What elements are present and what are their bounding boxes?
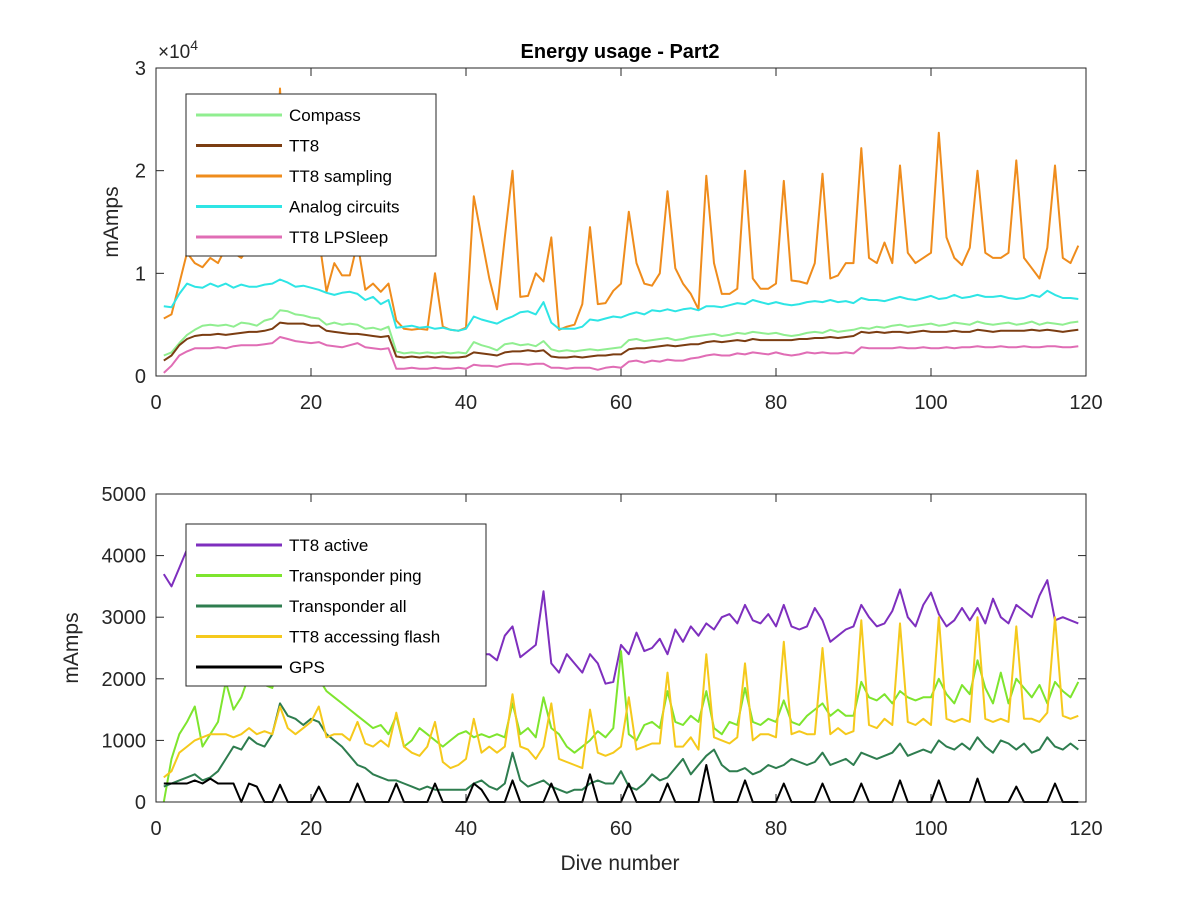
top-xtick-label: 100 <box>914 392 947 414</box>
bottom-chart-xlabel: Dive number <box>560 852 679 875</box>
legend-label-analog-circuits: Analog circuits <box>289 198 400 217</box>
exponent-base: ×10 <box>158 42 190 63</box>
top-ytick-label: 0 <box>135 366 146 388</box>
top-xtick-label: 120 <box>1069 392 1102 414</box>
legend-label-tt8-accessing-flash: TT8 accessing flash <box>289 628 440 647</box>
bottom-ytick-label: 3000 <box>102 607 147 629</box>
top-chart-ticks: 0 20 40 60 80 100 120 0 1 2 3 <box>135 58 1103 414</box>
series-line-tt8-accessing-flash <box>163 616 1079 779</box>
bottom-chart-axes-box <box>155 493 1087 803</box>
series-line-analog-circuits <box>163 278 1079 332</box>
legend-label-tt8-sampling: TT8 sampling <box>289 167 392 186</box>
series-line-tt8 <box>163 321 1079 362</box>
legend-label-tt8-active: TT8 active <box>289 536 368 555</box>
top-xtick-label: 80 <box>765 392 787 414</box>
legend-label-tt8-lpsleep: TT8 LPSleep <box>289 228 388 247</box>
bottom-chart-ylabel: mAmps <box>60 612 83 683</box>
bottom-xtick-label: 100 <box>914 818 947 840</box>
top-chart-legend: Compass TT8 TT8 sampling Analog circuits TT8… <box>185 93 437 257</box>
bottom-xtick-label: 60 <box>610 818 632 840</box>
bottom-ytick-label: 1000 <box>102 730 147 752</box>
bottom-ytick-label: 5000 <box>102 484 147 506</box>
bottom-xtick-label: 0 <box>150 818 161 840</box>
series-line-tt8-lpsleep <box>163 336 1079 374</box>
series-line-transponder-all <box>163 702 1079 794</box>
legend-label-transponder-all: Transponder all <box>289 597 407 616</box>
top-xtick-label: 40 <box>455 392 477 414</box>
bottom-xtick-label: 20 <box>300 818 322 840</box>
bottom-xtick-label: 80 <box>765 818 787 840</box>
top-xtick-label: 60 <box>610 392 632 414</box>
bottom-ytick-label: 0 <box>135 792 146 814</box>
legend-label-gps: GPS <box>289 658 325 677</box>
top-ytick-label: 1 <box>135 263 146 285</box>
legend-label-tt8: TT8 <box>289 137 319 156</box>
legend-label-transponder-ping: Transponder ping <box>289 567 422 586</box>
top-xtick-label: 20 <box>300 392 322 414</box>
top-ytick-label: 2 <box>135 161 146 183</box>
exponent-power: 4 <box>190 37 198 53</box>
bottom-chart-ticks: 0 20 40 60 80 100 120 0 1000 2000 3000 4000 5000 <box>102 484 1103 840</box>
top-chart: Energy usage - Part2 ×104 mAmps 0 20 40 60 8… <box>100 37 1103 414</box>
top-xtick-label: 0 <box>150 392 161 414</box>
bottom-xtick-label: 40 <box>455 818 477 840</box>
top-chart-axes-box <box>155 67 1087 377</box>
top-chart-ylabel: mAmps <box>100 186 123 257</box>
top-chart-exponent: ×104 <box>158 37 198 63</box>
top-ytick-label: 3 <box>135 58 146 80</box>
bottom-ytick-label: 2000 <box>102 669 147 691</box>
legend-label-compass: Compass <box>289 106 361 125</box>
bottom-ytick-label: 4000 <box>102 546 147 568</box>
bottom-xtick-label: 120 <box>1069 818 1102 840</box>
bottom-chart-legend: TT8 active Transponder ping Transponder al… <box>185 523 487 687</box>
top-chart-title: Energy usage - Part2 <box>521 41 720 63</box>
bottom-chart: mAmps Dive number 0 20 40 60 80 100 120 0 1000 20… <box>60 484 1103 875</box>
series-line-compass <box>163 309 1079 357</box>
